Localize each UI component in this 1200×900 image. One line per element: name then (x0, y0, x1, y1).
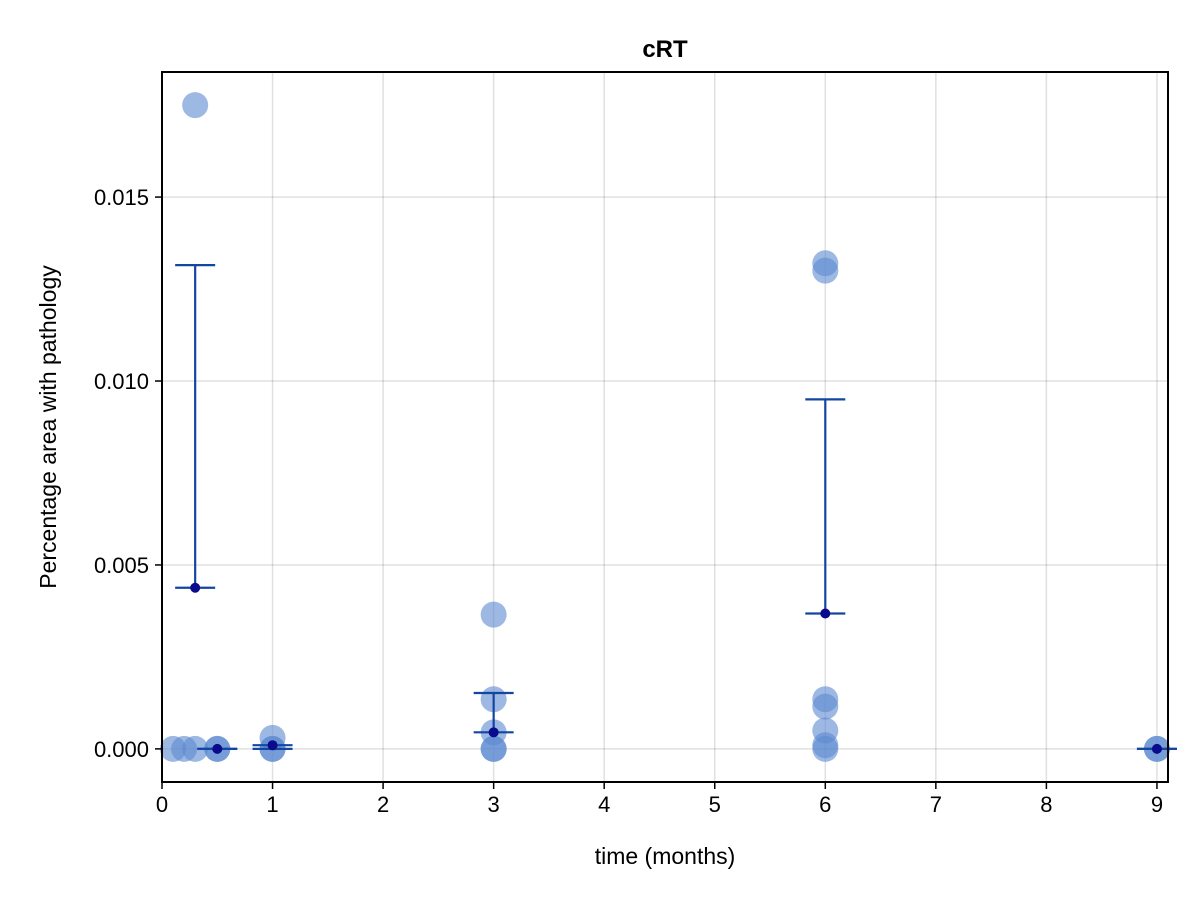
y-tick-label: 0.000 (94, 737, 149, 762)
axis-layer: 0 1 2 3 4 5 6 7 8 9 0.000 0.005 0.010 0.015 (94, 185, 1163, 817)
x-tick-label: 1 (266, 792, 278, 817)
data-point (480, 601, 507, 628)
data-point (480, 735, 507, 762)
data-point (182, 92, 209, 119)
mean-marker (488, 727, 499, 738)
x-tick-label: 5 (709, 792, 721, 817)
mean-marker (267, 740, 278, 751)
x-tick-label: 9 (1151, 792, 1163, 817)
data-point (812, 735, 839, 762)
errorbar-layer (175, 264, 1177, 754)
mean-marker (820, 608, 831, 619)
points-layer (160, 92, 1170, 762)
x-tick-label: 8 (1040, 792, 1052, 817)
data-point (812, 257, 839, 284)
chart-title: cRT (642, 36, 688, 63)
x-tick-label: 3 (488, 792, 500, 817)
x-tick-label: 6 (819, 792, 831, 817)
x-tick-label: 7 (930, 792, 942, 817)
mean-marker (1151, 743, 1162, 754)
x-tick-label: 0 (156, 792, 168, 817)
plot-frame (161, 71, 1169, 783)
y-tick-label: 0.010 (94, 369, 149, 394)
mean-marker (190, 582, 201, 593)
y-tick-label: 0.015 (94, 185, 149, 210)
data-point (812, 693, 839, 720)
x-tick-label: 2 (377, 792, 389, 817)
mean-marker (212, 743, 223, 754)
x-axis-label: time (months) (595, 843, 736, 869)
y-tick-label: 0.005 (94, 553, 149, 578)
x-tick-label: 4 (598, 792, 610, 817)
grid-layer (161, 72, 1168, 782)
data-point (182, 735, 209, 762)
y-axis-label: Percentage area with pathology (35, 265, 61, 589)
